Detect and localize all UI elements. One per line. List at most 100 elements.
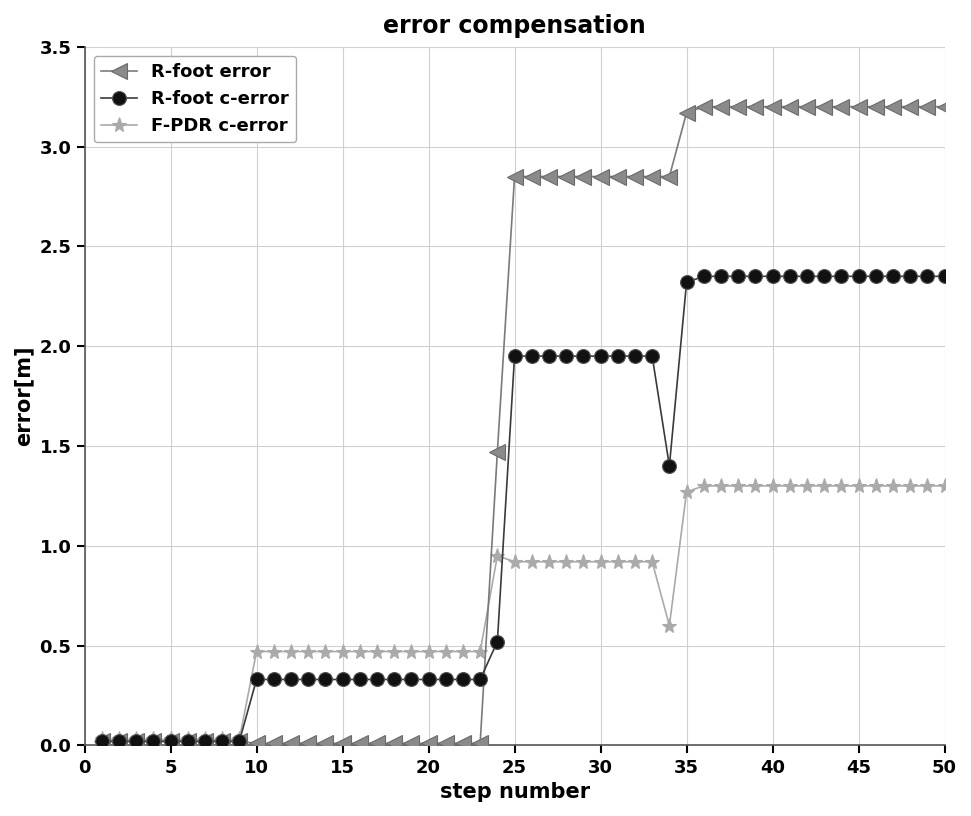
R-foot c-error [578,351,589,361]
R-foot c-error [302,675,314,685]
R-foot c-error [337,675,349,685]
R-foot error [182,737,193,747]
F-PDR c-error [819,481,830,490]
F-PDR c-error [595,557,607,566]
R-foot c-error [629,351,641,361]
R-foot c-error [732,272,744,282]
R-foot error [319,738,331,748]
Legend: R-foot error, R-foot c-error, F-PDR c-error: R-foot error, R-foot c-error, F-PDR c-er… [93,55,296,142]
F-PDR c-error [96,734,108,744]
R-foot error [130,737,142,747]
F-PDR c-error [732,481,744,490]
R-foot c-error [663,461,675,471]
R-foot c-error [526,351,538,361]
R-foot error [819,102,830,112]
F-PDR c-error [904,481,916,490]
R-foot error [887,102,899,112]
R-foot c-error [784,272,795,282]
F-PDR c-error [750,481,761,490]
F-PDR c-error [801,481,813,490]
F-PDR c-error [629,557,641,566]
X-axis label: step number: step number [440,782,589,802]
F-PDR c-error [921,481,933,490]
F-PDR c-error [578,557,589,566]
F-PDR c-error [560,557,572,566]
R-foot c-error [509,351,520,361]
F-PDR c-error [251,646,262,656]
R-foot error [543,171,554,181]
F-PDR c-error [285,646,297,656]
R-foot c-error [251,675,262,685]
R-foot error [526,171,538,181]
R-foot c-error [543,351,554,361]
R-foot c-error [474,675,486,685]
F-PDR c-error [716,481,727,490]
F-PDR c-error [784,481,795,490]
R-foot c-error [319,675,331,685]
F-PDR c-error [182,734,193,744]
F-PDR c-error [887,481,899,490]
Line: R-foot c-error: R-foot c-error [95,269,952,748]
R-foot c-error [767,272,779,282]
R-foot error [422,738,434,748]
R-foot error [388,738,400,748]
R-foot c-error [853,272,864,282]
R-foot c-error [870,272,882,282]
R-foot c-error [647,351,658,361]
R-foot c-error [836,272,848,282]
F-PDR c-error [870,481,882,490]
R-foot error [801,102,813,112]
F-PDR c-error [337,646,349,656]
R-foot error [921,102,933,112]
R-foot error [457,738,469,748]
R-foot error [268,738,280,748]
R-foot error [595,171,607,181]
R-foot error [406,738,418,748]
R-foot error [199,737,211,747]
R-foot c-error [113,737,124,747]
R-foot error [148,737,159,747]
F-PDR c-error [663,621,675,631]
R-foot error [647,171,658,181]
R-foot c-error [165,737,177,747]
F-PDR c-error [130,734,142,744]
F-PDR c-error [371,646,383,656]
F-PDR c-error [302,646,314,656]
R-foot error [716,102,727,112]
R-foot error [870,102,882,112]
R-foot c-error [371,675,383,685]
F-PDR c-error [647,557,658,566]
R-foot c-error [96,737,108,747]
R-foot error [629,171,641,181]
R-foot c-error [681,277,692,287]
F-PDR c-error [767,481,779,490]
R-foot error [836,102,848,112]
F-PDR c-error [853,481,864,490]
R-foot error [939,102,951,112]
R-foot error [578,171,589,181]
F-PDR c-error [422,646,434,656]
R-foot error [233,737,245,747]
R-foot error [853,102,864,112]
F-PDR c-error [217,734,228,744]
F-PDR c-error [698,481,710,490]
R-foot error [337,738,349,748]
R-foot error [767,102,779,112]
R-foot c-error [285,675,297,685]
R-foot error [784,102,795,112]
R-foot c-error [887,272,899,282]
R-foot c-error [217,737,228,747]
R-foot error [251,738,262,748]
F-PDR c-error [681,487,692,497]
R-foot error [353,738,365,748]
F-PDR c-error [406,646,418,656]
F-PDR c-error [319,646,331,656]
R-foot error [732,102,744,112]
R-foot error [698,102,710,112]
F-PDR c-error [113,734,124,744]
R-foot c-error [819,272,830,282]
R-foot c-error [182,737,193,747]
F-PDR c-error [509,557,520,566]
R-foot error [440,738,452,748]
R-foot c-error [457,675,469,685]
